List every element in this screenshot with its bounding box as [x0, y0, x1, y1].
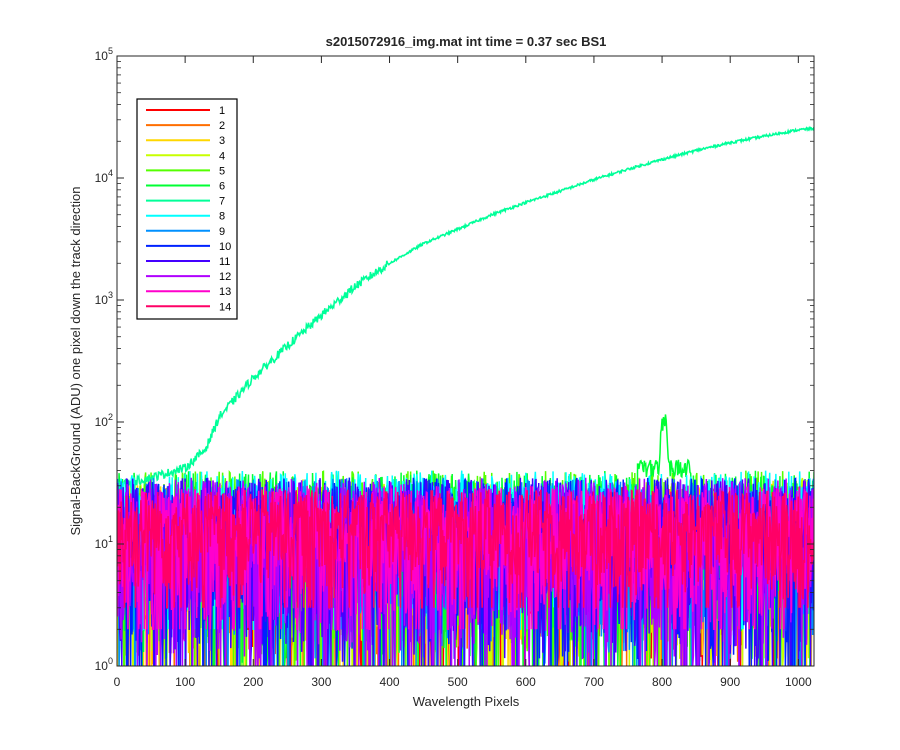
chart-title: s2015072916_img.mat int time = 0.37 sec … [326, 34, 607, 49]
legend-label-5: 5 [219, 165, 225, 177]
y-axis-label: Signal-BackGround (ADU) one pixel down t… [68, 186, 83, 535]
legend-box [136, 98, 238, 320]
ticks-layer: 0 100 200 300 400 500 600 700 800 900 100010010110… [95, 46, 814, 689]
x-tick-label: 900 [720, 675, 740, 689]
legend-label-10: 10 [219, 241, 231, 253]
legend-label-7: 7 [219, 196, 225, 208]
legend-label-9: 9 [219, 226, 225, 238]
legend-label-11: 11 [219, 256, 230, 268]
series-layer [117, 125, 814, 666]
y-tick-label: 103 [95, 290, 113, 307]
x-tick-label: 700 [584, 675, 604, 689]
x-tick-label: 600 [516, 675, 536, 689]
y-tick-label: 100 [95, 656, 113, 673]
x-tick-label: 0 [114, 675, 121, 689]
y-tick-label: 105 [95, 46, 113, 63]
x-tick-label: 200 [243, 675, 263, 689]
series-line-7 [117, 125, 814, 490]
x-tick-label: 1000 [785, 675, 812, 689]
x-tick-label: 400 [380, 675, 400, 689]
series-line-14 [117, 489, 814, 609]
legend-label-14: 14 [219, 301, 231, 313]
legend-label-6: 6 [219, 181, 225, 193]
x-tick-label: 500 [448, 675, 468, 689]
x-axis-label: Wavelength Pixels [413, 694, 520, 709]
legend-label-8: 8 [219, 211, 225, 223]
legend-label-4: 4 [219, 150, 225, 162]
y-tick-label: 102 [95, 412, 113, 429]
legend-label-3: 3 [219, 135, 225, 147]
legend-label-2: 2 [219, 120, 225, 132]
legend-label-1: 1 [219, 105, 225, 117]
axes-box [116, 55, 815, 667]
y-tick-label: 101 [95, 534, 113, 551]
legend-label-13: 13 [219, 286, 231, 298]
y-tick-label: 104 [95, 168, 113, 185]
x-tick-label: 100 [175, 675, 195, 689]
x-tick-label: 800 [652, 675, 672, 689]
legend-label-12: 12 [219, 271, 231, 283]
x-tick-label: 300 [311, 675, 331, 689]
